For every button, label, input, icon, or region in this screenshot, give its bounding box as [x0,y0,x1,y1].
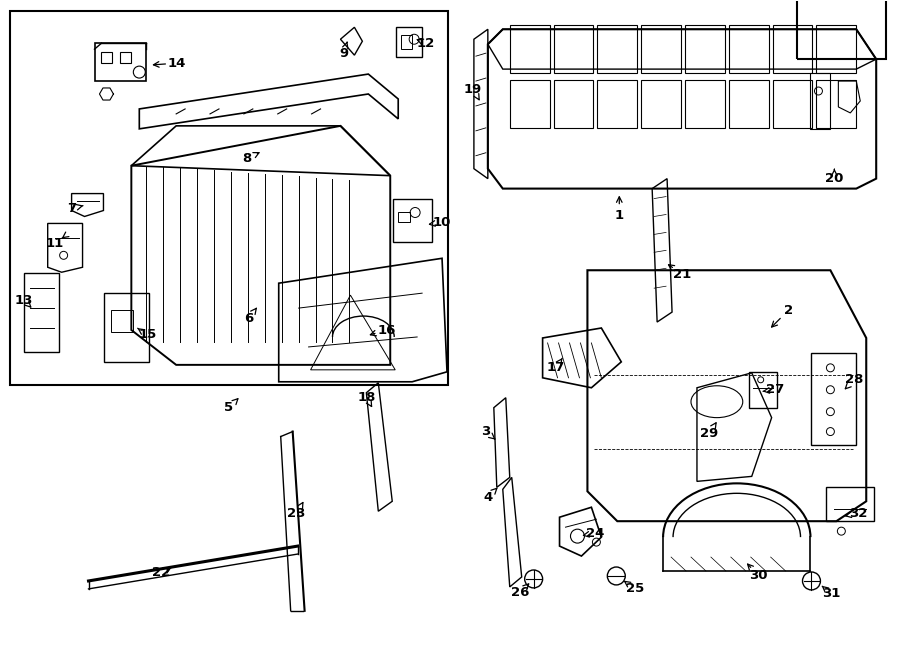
Text: 29: 29 [700,427,718,440]
Bar [554,80,593,128]
Text: 12: 12 [417,37,436,50]
Bar [685,25,724,73]
Text: 19: 19 [464,83,482,96]
Text: 8: 8 [242,152,251,165]
Text: 2: 2 [784,303,793,317]
Bar [641,25,681,73]
Bar [598,25,637,73]
Text: 24: 24 [586,527,605,539]
Text: 1: 1 [615,209,624,222]
Bar [554,25,593,73]
Bar [509,80,550,128]
Text: 10: 10 [433,216,451,229]
Bar [121,52,131,63]
Text: 14: 14 [168,57,186,69]
Bar [102,52,112,63]
Text: 5: 5 [224,401,233,414]
Text: 3: 3 [482,425,490,438]
Bar [10,11,448,385]
Bar [509,25,550,73]
Text: 23: 23 [287,507,306,520]
Bar [796,0,886,59]
Text: 15: 15 [139,329,157,342]
Bar [685,80,724,128]
Text: 32: 32 [849,507,868,520]
Bar [598,80,637,128]
Text: 11: 11 [46,237,64,250]
Text: 27: 27 [766,383,784,396]
Bar [112,310,133,332]
Text: 22: 22 [152,566,170,580]
Text: 26: 26 [510,586,529,600]
Text: 20: 20 [825,172,843,185]
Text: 30: 30 [750,570,768,582]
Text: 25: 25 [626,582,644,596]
Bar [398,212,410,223]
Text: 13: 13 [14,293,33,307]
Bar [94,43,147,81]
Text: 21: 21 [673,268,691,281]
Text: 16: 16 [377,323,395,336]
Bar [816,80,856,128]
Bar [729,80,769,128]
Text: 6: 6 [244,311,254,325]
Bar [772,25,813,73]
Bar [401,35,412,49]
Bar [826,487,874,521]
Text: 17: 17 [546,362,564,374]
Bar [729,25,769,73]
Text: 31: 31 [823,588,841,600]
Bar [816,25,856,73]
Text: 9: 9 [339,47,348,59]
Text: 18: 18 [357,391,375,405]
Bar [641,80,681,128]
Bar [772,80,813,128]
Text: 28: 28 [845,373,863,386]
Text: 4: 4 [483,491,492,504]
Text: 7: 7 [67,202,76,215]
